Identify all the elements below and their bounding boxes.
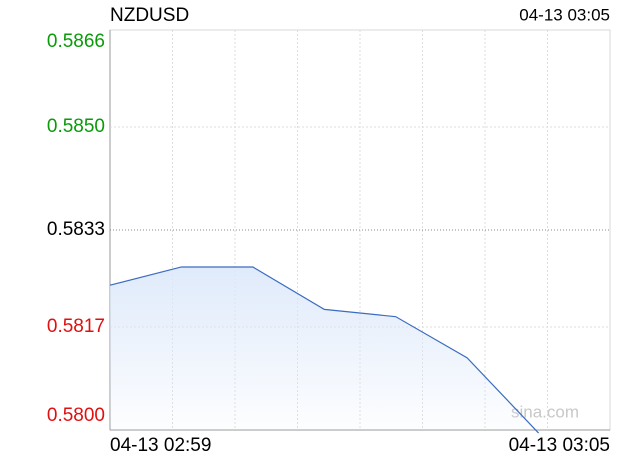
y-tick-label: 0.5800	[47, 405, 105, 426]
watermark: sina.com	[511, 402, 579, 421]
y-tick-label: 0.5817	[47, 316, 105, 337]
area	[110, 266, 539, 430]
timestamp: 04-13 03:05	[519, 5, 610, 24]
price-line	[109, 266, 540, 434]
y-tick-label: 0.5850	[47, 116, 105, 137]
y-tick-label: 0.5866	[47, 31, 105, 52]
x-tick-label: 04-13 03:05	[509, 435, 610, 456]
chart-title: NZDUSD	[110, 5, 189, 26]
y-tick-label: 0.5833	[47, 219, 105, 240]
x-tick-label: 04-13 02:59	[110, 435, 211, 456]
